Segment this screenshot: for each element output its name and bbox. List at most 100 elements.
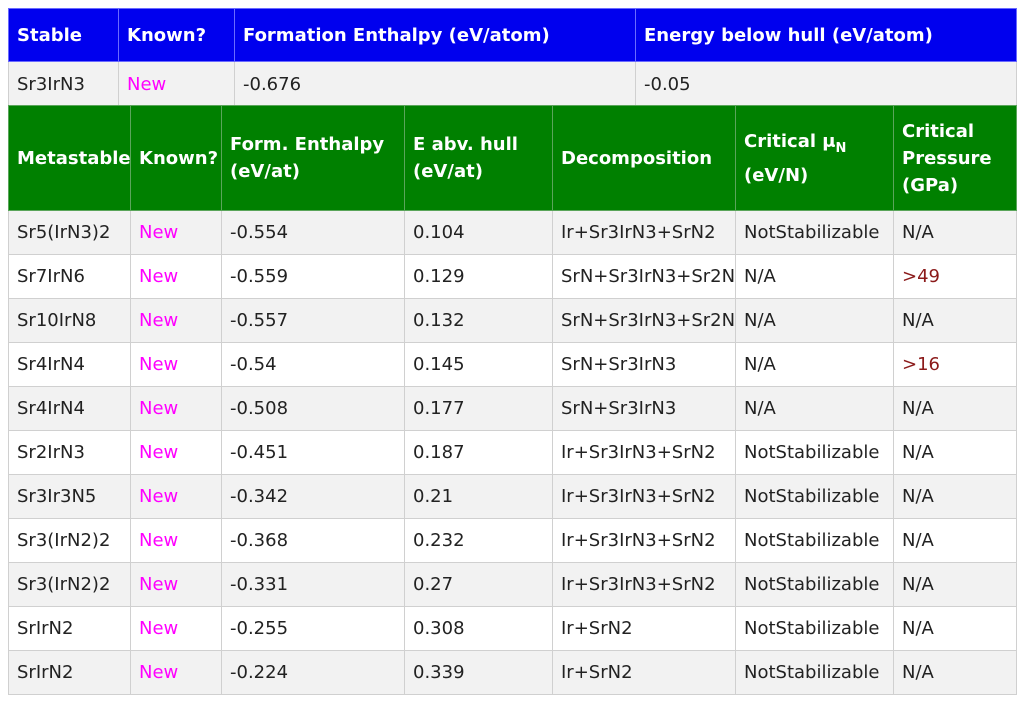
critical-mu-cell: N/A bbox=[735, 386, 894, 431]
critical-pressure-cell: N/A bbox=[893, 606, 1017, 651]
enthalpy-cell: -0.451 bbox=[221, 430, 405, 475]
formula-cell: Sr4IrN4 bbox=[8, 386, 131, 431]
stable-table: Stable Known? Formation Enthalpy (eV/ato… bbox=[8, 8, 1017, 107]
known-cell: New bbox=[130, 430, 222, 475]
meta-header-enthalpy: Form. Enthalpy (eV/at) bbox=[221, 105, 405, 211]
formula-cell: Sr4IrN4 bbox=[8, 342, 131, 387]
decomposition-cell: Ir+Sr3IrN3+SrN2 bbox=[552, 562, 736, 607]
known-cell: New bbox=[130, 254, 222, 299]
table-row: Sr10IrN8 New -0.557 0.132 SrN+Sr3IrN3+Sr2N N/… bbox=[8, 298, 1017, 343]
known-cell: New bbox=[130, 474, 222, 519]
formula-cell: Sr3Ir3N5 bbox=[8, 474, 131, 519]
critical-pressure-cell: >49 bbox=[893, 254, 1017, 299]
hull-cell: 0.308 bbox=[404, 606, 553, 651]
decomposition-cell: SrN+Sr3IrN3+Sr2N bbox=[552, 254, 736, 299]
known-cell: New bbox=[130, 298, 222, 343]
critical-mu-unit: (eV/N) bbox=[744, 164, 809, 186]
meta-header-decomposition: Decomposition bbox=[552, 105, 736, 211]
hull-cell: 0.132 bbox=[404, 298, 553, 343]
formula-cell: Sr10IrN8 bbox=[8, 298, 131, 343]
hull-cell: 0.104 bbox=[404, 210, 553, 255]
critical-mu-cell: N/A bbox=[735, 342, 894, 387]
enthalpy-cell: -0.508 bbox=[221, 386, 405, 431]
stable-header-row: Stable Known? Formation Enthalpy (eV/ato… bbox=[8, 8, 1017, 62]
formula-cell: SrIrN2 bbox=[8, 606, 131, 651]
enthalpy-cell: -0.54 bbox=[221, 342, 405, 387]
critical-mu-cell: N/A bbox=[735, 298, 894, 343]
hull-cell: 0.339 bbox=[404, 650, 553, 695]
critical-mu-cell: NotStabilizable bbox=[735, 562, 894, 607]
stable-header-known: Known? bbox=[118, 8, 235, 62]
hull-cell: 0.177 bbox=[404, 386, 553, 431]
formula-cell: Sr2IrN3 bbox=[8, 430, 131, 475]
table-row: Sr3IrN3 New -0.676 -0.05 bbox=[8, 61, 1017, 107]
metastable-body: Sr5(IrN3)2 New -0.554 0.104 Ir+Sr3IrN3+SrN2 N… bbox=[8, 210, 1017, 695]
table-row: Sr3Ir3N5 New -0.342 0.21 Ir+Sr3IrN3+SrN2 NotS… bbox=[8, 474, 1017, 519]
metastable-table: Metastable Known? Form. Enthalpy (eV/at)… bbox=[8, 105, 1017, 695]
table-row: SrIrN2 New -0.224 0.339 Ir+SrN2 NotStabilizab… bbox=[8, 650, 1017, 695]
critical-pressure-cell: N/A bbox=[893, 474, 1017, 519]
enthalpy-cell: -0.255 bbox=[221, 606, 405, 651]
meta-header-known: Known? bbox=[130, 105, 222, 211]
meta-header-critical-mu: Critical μN (eV/N) bbox=[735, 105, 894, 211]
critical-pressure-cell: >16 bbox=[893, 342, 1017, 387]
formula-cell: Sr7IrN6 bbox=[8, 254, 131, 299]
formula-cell: Sr5(IrN3)2 bbox=[8, 210, 131, 255]
decomposition-cell: SrN+Sr3IrN3+Sr2N bbox=[552, 298, 736, 343]
formula-cell: Sr3(IrN2)2 bbox=[8, 518, 131, 563]
critical-pressure-cell: N/A bbox=[893, 518, 1017, 563]
critical-pressure-cell: N/A bbox=[893, 386, 1017, 431]
critical-pressure-cell: N/A bbox=[893, 430, 1017, 475]
known-cell: New bbox=[130, 606, 222, 651]
hull-cell: 0.187 bbox=[404, 430, 553, 475]
critical-pressure-cell: N/A bbox=[893, 650, 1017, 695]
enthalpy-cell: -0.557 bbox=[221, 298, 405, 343]
enthalpy-cell: -0.368 bbox=[221, 518, 405, 563]
critical-mu-cell: NotStabilizable bbox=[735, 474, 894, 519]
decomposition-cell: Ir+Sr3IrN3+SrN2 bbox=[552, 430, 736, 475]
hull-cell: 0.27 bbox=[404, 562, 553, 607]
decomposition-cell: Ir+Sr3IrN3+SrN2 bbox=[552, 210, 736, 255]
stable-header-enthalpy: Formation Enthalpy (eV/atom) bbox=[234, 8, 636, 62]
formula-cell: SrIrN2 bbox=[8, 650, 131, 695]
decomposition-cell: Ir+Sr3IrN3+SrN2 bbox=[552, 474, 736, 519]
decomposition-cell: Ir+SrN2 bbox=[552, 650, 736, 695]
decomposition-cell: SrN+Sr3IrN3 bbox=[552, 386, 736, 431]
metastable-header-row: Metastable Known? Form. Enthalpy (eV/at)… bbox=[8, 105, 1017, 211]
enthalpy-cell: -0.224 bbox=[221, 650, 405, 695]
known-cell: New bbox=[130, 386, 222, 431]
table-row: SrIrN2 New -0.255 0.308 Ir+SrN2 NotStabilizab… bbox=[8, 606, 1017, 651]
enthalpy-cell: -0.342 bbox=[221, 474, 405, 519]
known-cell: New bbox=[130, 210, 222, 255]
critical-pressure-cell: N/A bbox=[893, 298, 1017, 343]
table-row: Sr3(IrN2)2 New -0.331 0.27 Ir+Sr3IrN3+SrN2 No… bbox=[8, 562, 1017, 607]
table-row: Sr3(IrN2)2 New -0.368 0.232 Ir+Sr3IrN3+SrN2 N… bbox=[8, 518, 1017, 563]
hull-cell: 0.129 bbox=[404, 254, 553, 299]
meta-header-formula: Metastable bbox=[8, 105, 131, 211]
table-row: Sr4IrN4 New -0.54 0.145 SrN+Sr3IrN3 N/A >16 bbox=[8, 342, 1017, 387]
critical-mu-cell: NotStabilizable bbox=[735, 518, 894, 563]
known-cell: New bbox=[130, 342, 222, 387]
decomposition-cell: Ir+Sr3IrN3+SrN2 bbox=[552, 518, 736, 563]
known-cell: New bbox=[130, 562, 222, 607]
stable-header-formula: Stable bbox=[8, 8, 119, 62]
critical-pressure-cell: N/A bbox=[893, 562, 1017, 607]
hull-cell: 0.232 bbox=[404, 518, 553, 563]
table-row: Sr5(IrN3)2 New -0.554 0.104 Ir+Sr3IrN3+SrN2 N… bbox=[8, 210, 1017, 255]
meta-header-hull: E abv. hull (eV/at) bbox=[404, 105, 553, 211]
table-row: Sr7IrN6 New -0.559 0.129 SrN+Sr3IrN3+Sr2N N/A… bbox=[8, 254, 1017, 299]
critical-mu-cell: NotStabilizable bbox=[735, 650, 894, 695]
stable-enthalpy: -0.676 bbox=[234, 61, 636, 107]
enthalpy-cell: -0.554 bbox=[221, 210, 405, 255]
decomposition-cell: SrN+Sr3IrN3 bbox=[552, 342, 736, 387]
decomposition-cell: Ir+SrN2 bbox=[552, 606, 736, 651]
meta-header-pressure: Critical Pressure (GPa) bbox=[893, 105, 1017, 211]
critical-mu-cell: NotStabilizable bbox=[735, 606, 894, 651]
hull-cell: 0.21 bbox=[404, 474, 553, 519]
known-cell: New bbox=[130, 518, 222, 563]
table-row: Sr2IrN3 New -0.451 0.187 Ir+Sr3IrN3+SrN2 NotS… bbox=[8, 430, 1017, 475]
enthalpy-cell: -0.331 bbox=[221, 562, 405, 607]
critical-mu-cell: N/A bbox=[735, 254, 894, 299]
critical-mu-subscript: N bbox=[835, 140, 847, 156]
critical-mu-label: Critical μ bbox=[744, 130, 836, 152]
